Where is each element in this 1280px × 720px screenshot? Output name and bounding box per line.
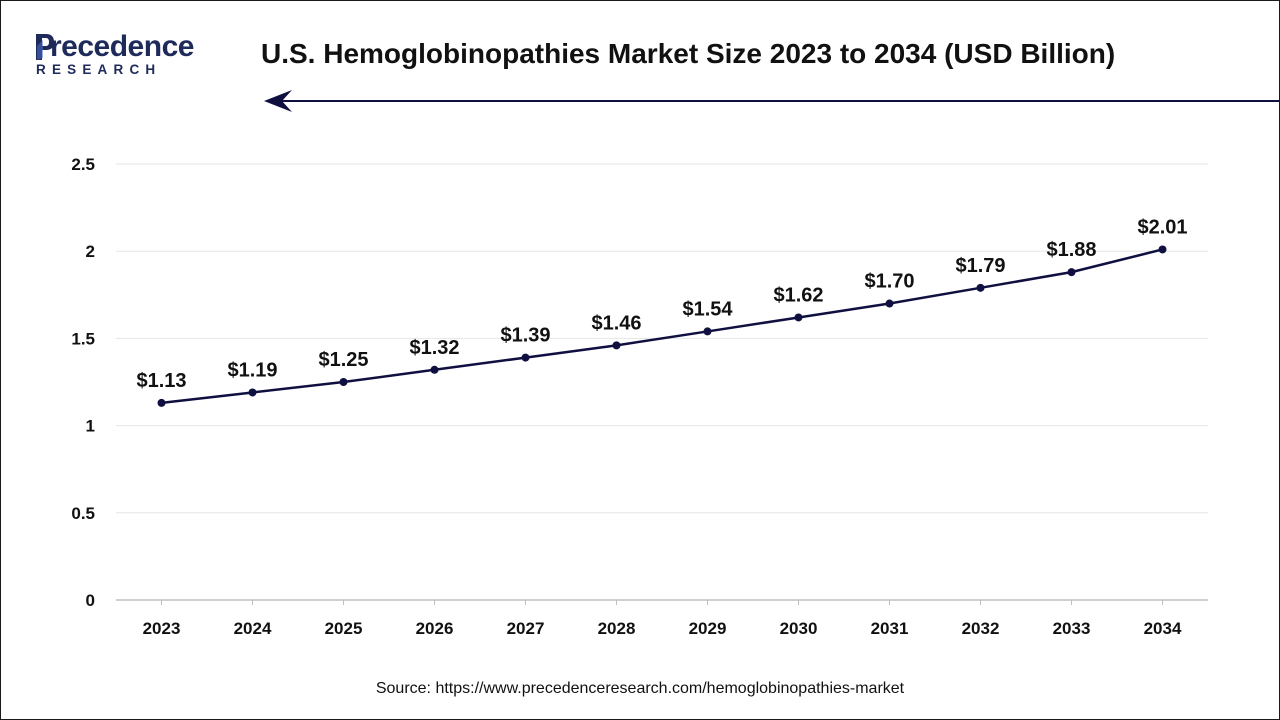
data-point: [703, 327, 712, 336]
data-point: [1158, 245, 1167, 254]
x-tick-label: 2030: [780, 619, 818, 638]
header-arrow-rule: [264, 90, 1280, 112]
x-tick-label: 2031: [871, 619, 909, 638]
x-tick-label: 2027: [507, 619, 545, 638]
chart-title: U.S. Hemoglobinopathies Market Size 2023…: [261, 38, 1116, 69]
data-point: [885, 299, 894, 308]
x-tick-label: 2034: [1144, 619, 1182, 638]
source-note: Source: https://www.precedenceresearch.c…: [0, 680, 1280, 698]
x-tick-label: 2026: [416, 619, 454, 638]
brand-name: recedence: [50, 30, 194, 63]
source-text: Source: https://www.precedenceresearch.c…: [375, 680, 905, 697]
data-label: $1.46: [591, 312, 641, 334]
data-point: [1067, 268, 1076, 277]
data-label: $1.62: [773, 284, 823, 306]
data-point: [612, 341, 621, 350]
x-tick-label: 2023: [143, 619, 181, 638]
y-tick-label: 0.5: [71, 504, 95, 523]
logo-p-mark-icon: [36, 34, 54, 60]
x-tick-label: 2025: [325, 619, 363, 638]
brand-subtitle: RESEARCH: [36, 62, 162, 77]
data-label: $1.70: [864, 271, 914, 293]
y-tick-label: 2.5: [71, 155, 95, 174]
data-label: $1.19: [227, 359, 277, 381]
data-point: [794, 313, 803, 322]
y-tick-label: 0: [86, 591, 95, 610]
x-tick-label: 2032: [962, 619, 1000, 638]
y-tick-label: 2: [86, 242, 95, 261]
y-tick-label: 1: [86, 417, 95, 436]
x-tick-label: 2033: [1053, 619, 1091, 638]
line-layer: [157, 245, 1167, 407]
data-label: $1.32: [409, 337, 459, 359]
data-point: [430, 365, 439, 374]
x-tick-label: 2029: [689, 619, 727, 638]
x-tick-label: 2028: [598, 619, 636, 638]
data-label: $1.79: [955, 255, 1005, 277]
data-label: $1.25: [318, 349, 368, 371]
data-label: $1.13: [136, 370, 186, 392]
data-label: $1.54: [682, 298, 733, 320]
data-point: [521, 353, 530, 362]
axis-layer: 0 0.5 1 1.5 2 2.5 2023 2024 2025 2026 2027 2028 2029…: [71, 155, 1208, 638]
x-tick-label: 2024: [234, 619, 272, 638]
data-label: $1.88: [1046, 239, 1096, 261]
data-point: [339, 378, 348, 386]
data-point: [248, 388, 257, 397]
y-tick-label: 1.5: [71, 329, 95, 348]
series-line: [161, 248, 1163, 405]
data-point: [157, 398, 166, 407]
data-point: [976, 283, 985, 292]
brand-logo: recedence RESEARCH: [34, 26, 224, 82]
data-label: $1.39: [500, 325, 550, 347]
arrow-left-icon: [264, 90, 292, 112]
label-layer: $1.13 $1.19 $1.25 $1.32 $1.39 $1.46 $1.54 $1.62…: [136, 216, 1187, 391]
data-label: $2.01: [1137, 216, 1187, 238]
